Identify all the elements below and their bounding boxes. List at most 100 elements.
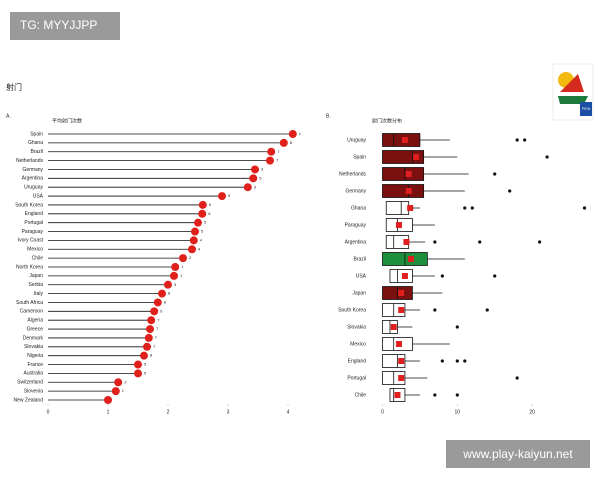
y-tick-label: Italy — [34, 291, 44, 297]
point — [164, 280, 172, 289]
y-tick-label: Mexico — [350, 341, 366, 347]
y-tick-label: Nigeria — [27, 353, 43, 359]
point-label: 2 — [189, 255, 192, 260]
y-tick-label: Cameroon — [20, 309, 44, 315]
point — [251, 165, 259, 174]
y-tick-label: Paraguay — [22, 229, 44, 235]
point — [170, 271, 178, 280]
point — [171, 263, 180, 271]
point-label: 7 — [277, 149, 280, 154]
outlier — [433, 393, 437, 397]
outlier — [478, 240, 482, 244]
mean — [398, 290, 405, 296]
point-label: 5 — [259, 175, 262, 180]
panel-label: A. — [6, 113, 11, 119]
point — [188, 245, 196, 254]
point — [144, 333, 153, 342]
box — [382, 167, 425, 181]
y-tick-label: USA — [356, 273, 367, 279]
panel-label: B. — [326, 113, 331, 119]
point — [267, 147, 276, 156]
point-label: 7 — [156, 326, 159, 331]
mean — [405, 188, 412, 194]
outlier — [508, 189, 512, 193]
section-title: 射门 — [6, 82, 22, 92]
point-label: 7 — [153, 344, 156, 349]
mean — [407, 205, 414, 211]
y-tick-label: Switzerland — [17, 380, 43, 386]
y-tick-label: Brazil — [30, 149, 43, 155]
mean — [401, 273, 408, 279]
box — [385, 201, 410, 215]
point — [140, 351, 148, 360]
point — [150, 307, 159, 316]
point — [158, 289, 166, 298]
point — [189, 236, 198, 245]
point — [279, 138, 288, 147]
point-label: 5 — [201, 229, 204, 234]
point — [179, 254, 187, 263]
point — [198, 200, 207, 209]
point — [114, 378, 123, 387]
logo-fifa-box — [580, 102, 592, 116]
y-tick-label: Paraguay — [345, 222, 367, 228]
mean — [395, 341, 402, 347]
y-tick-label: Spain — [353, 154, 366, 160]
x-tick-label: 10 — [455, 409, 461, 415]
point-label: 8 — [150, 353, 153, 358]
x-tick-label: 3 — [227, 409, 230, 415]
watermark: TG: MYYJJPP — [20, 18, 97, 32]
point-label: 7 — [276, 158, 279, 163]
y-tick-label: Germany — [345, 188, 366, 194]
point-label: 6 — [160, 308, 163, 313]
point — [153, 298, 162, 307]
outlier — [582, 206, 587, 210]
outlier — [463, 206, 467, 210]
point-label: 1 — [181, 264, 184, 269]
outlier — [470, 206, 474, 210]
y-tick-label: Australia — [24, 371, 44, 377]
y-tick-label: Ghana — [28, 140, 43, 146]
point-label: 6 — [209, 202, 212, 207]
outlier — [455, 325, 459, 329]
outlier — [440, 359, 444, 363]
y-tick-label: Argentina — [345, 239, 367, 245]
y-tick-label: South Korea — [15, 202, 43, 208]
point-label: 8 — [290, 140, 293, 145]
point-label: 4 — [198, 246, 201, 251]
y-tick-label: Spain — [30, 131, 43, 137]
outlier — [515, 138, 519, 142]
point-label: 1 — [122, 388, 125, 393]
outlier — [493, 172, 497, 176]
y-tick-label: Algeria — [27, 318, 43, 324]
y-tick-label: USA — [33, 193, 44, 199]
y-tick-label: Slovakia — [347, 324, 366, 330]
mean — [407, 256, 414, 262]
y-tick-label: Brazil — [353, 256, 366, 262]
point — [146, 325, 154, 334]
y-tick-label: Serbia — [29, 282, 44, 288]
outlier — [455, 359, 459, 363]
logo: FIFA — [552, 63, 594, 121]
watermark: www.play-kaiyun.net — [462, 447, 573, 461]
point-label: 2 — [124, 379, 127, 384]
y-tick-label: Japan — [352, 290, 366, 296]
y-tick-label: Japan — [29, 273, 43, 279]
y-tick-label: Slovenia — [24, 388, 43, 394]
point — [243, 183, 252, 192]
y-tick-label: England — [25, 211, 44, 217]
outlier — [545, 155, 549, 159]
point — [249, 174, 258, 183]
outlier — [485, 308, 489, 312]
watermark-box — [446, 440, 590, 468]
chart-title: 平均射门次数 — [52, 117, 82, 124]
box — [382, 150, 425, 164]
point — [143, 342, 151, 351]
point-label: 1 — [299, 131, 302, 136]
point — [194, 218, 202, 227]
point-label: 6 — [208, 211, 211, 216]
y-tick-label: Chile — [355, 392, 367, 398]
point — [266, 156, 274, 165]
y-tick-label: North Korea — [16, 264, 43, 270]
